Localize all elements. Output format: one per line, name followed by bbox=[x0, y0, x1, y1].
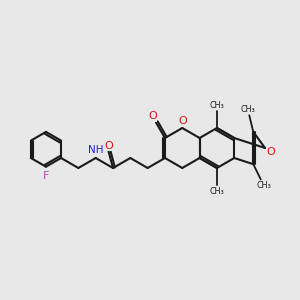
Text: O: O bbox=[178, 116, 187, 126]
Text: CH₃: CH₃ bbox=[210, 187, 224, 196]
Text: CH₃: CH₃ bbox=[210, 100, 224, 109]
Text: O: O bbox=[267, 147, 275, 157]
Text: CH₃: CH₃ bbox=[256, 181, 271, 190]
Text: O: O bbox=[148, 111, 157, 121]
Text: O: O bbox=[104, 141, 113, 151]
Text: CH₃: CH₃ bbox=[241, 105, 255, 114]
Text: F: F bbox=[43, 171, 49, 181]
Text: NH: NH bbox=[88, 145, 103, 155]
